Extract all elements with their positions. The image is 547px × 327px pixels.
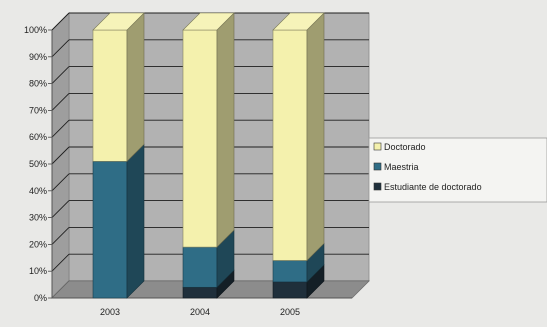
y-tick-label: 40% — [29, 186, 47, 196]
gridline-side — [51, 12, 70, 31]
y-tick-label: 70% — [29, 105, 47, 115]
gridline-side — [51, 253, 70, 272]
gridline-side — [51, 66, 70, 84]
bar-side-2003-1 — [126, 143, 145, 299]
legend-label: Doctorado — [384, 142, 426, 152]
bar-segment-2004-2 — [182, 29, 218, 248]
y-tick-label: 10% — [29, 266, 47, 276]
gridline-side — [51, 173, 70, 192]
gridline-side — [51, 146, 70, 165]
legend-label: Maestria — [384, 162, 419, 172]
legend-box — [368, 137, 547, 203]
gridline-side — [51, 119, 70, 138]
bar-side-2004-2 — [216, 12, 235, 248]
y-tick-label: 0% — [34, 293, 47, 303]
y-tick-label: 90% — [29, 52, 47, 62]
bar-segment-2003-2 — [92, 29, 128, 162]
y-tick-label: 20% — [29, 239, 47, 249]
legend-swatch — [373, 182, 382, 191]
bar-segment-2005-0 — [272, 281, 308, 299]
gridline-side — [51, 200, 70, 218]
bar-segment-2004-0 — [182, 286, 218, 299]
x-tick-label: 2004 — [190, 307, 210, 317]
bar-side-2005-2 — [306, 12, 325, 262]
gridline-side — [51, 227, 70, 245]
bar-top-2005 — [272, 12, 325, 31]
y-tick-label: 80% — [29, 79, 47, 89]
bar-segment-2005-1 — [272, 260, 308, 283]
legend-label: Estudiante de doctorado — [384, 182, 482, 192]
gridline-side — [51, 93, 70, 111]
x-tick-label: 2003 — [100, 307, 120, 317]
bar-segment-2005-2 — [272, 29, 308, 261]
y-tick-label: 100% — [24, 25, 47, 35]
bar-top-2004 — [182, 12, 235, 31]
bar-top-2003 — [92, 12, 145, 31]
bar-segment-2004-1 — [182, 246, 218, 288]
bar-segment-2003-1 — [92, 161, 128, 299]
y-tick-label: 50% — [29, 159, 47, 169]
y-tick-label: 30% — [29, 213, 47, 223]
bar-side-2003-2 — [126, 12, 145, 163]
x-tick-label: 2005 — [280, 307, 300, 317]
gridline-side — [51, 39, 70, 58]
legend-swatch — [373, 162, 382, 171]
legend-swatch — [373, 142, 382, 151]
y-tick-label: 60% — [29, 132, 47, 142]
